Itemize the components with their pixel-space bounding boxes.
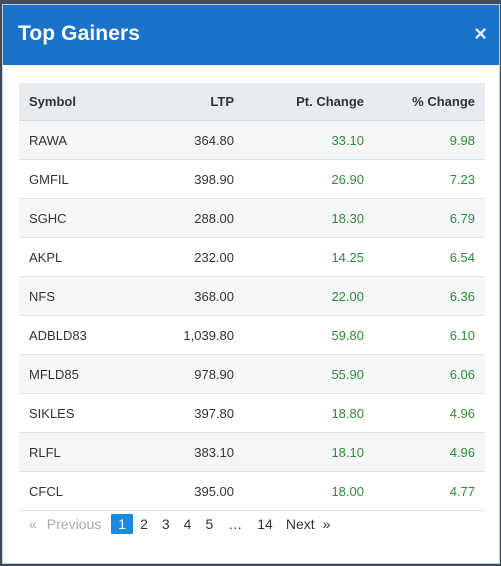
page-14-button[interactable]: 14 bbox=[257, 516, 273, 532]
table-row[interactable]: RAWA 364.80 33.10 9.98 bbox=[19, 120, 485, 160]
next-arrow-icon: » bbox=[322, 516, 331, 532]
page-4-button[interactable]: 4 bbox=[183, 516, 192, 532]
page-5-button[interactable]: 5 bbox=[205, 516, 214, 532]
cell-symbol[interactable]: RAWA bbox=[19, 120, 129, 160]
cell-pct-change: 6.36 bbox=[374, 276, 485, 316]
previous-arrow-icon: « bbox=[29, 516, 37, 532]
cell-pt-change: 18.00 bbox=[244, 471, 374, 511]
table-row[interactable]: AKPL 232.00 14.25 6.54 bbox=[19, 237, 485, 277]
cell-pt-change: 14.25 bbox=[244, 237, 374, 277]
table-row[interactable]: RLFL 383.10 18.10 4.96 bbox=[19, 432, 485, 472]
cell-symbol[interactable]: ADBLD83 bbox=[19, 315, 129, 355]
table-row[interactable]: NFS 368.00 22.00 6.36 bbox=[19, 276, 485, 316]
cell-pt-change: 18.30 bbox=[244, 198, 374, 238]
cell-symbol[interactable]: RLFL bbox=[19, 432, 129, 472]
previous-page-button[interactable]: Previous bbox=[46, 516, 102, 532]
cell-ltp: 364.80 bbox=[129, 120, 244, 160]
cell-ltp: 232.00 bbox=[129, 237, 244, 277]
table-row[interactable]: SIKLES 397.80 18.80 4.96 bbox=[19, 393, 485, 433]
cell-ltp: 383.10 bbox=[129, 432, 244, 472]
table-row[interactable]: GMFIL 398.90 26.90 7.23 bbox=[19, 159, 485, 199]
cell-symbol[interactable]: MFLD85 bbox=[19, 354, 129, 394]
table-row[interactable]: CFCL 395.00 18.00 4.77 bbox=[19, 471, 485, 511]
cell-symbol[interactable]: NFS bbox=[19, 276, 129, 316]
cell-ltp: 288.00 bbox=[129, 198, 244, 238]
cell-symbol[interactable]: CFCL bbox=[19, 471, 129, 511]
top-gainers-modal: Top Gainers × Symbol LTP Pt. Change % Ch… bbox=[2, 4, 500, 564]
cell-symbol[interactable]: SGHC bbox=[19, 198, 129, 238]
cell-pt-change: 18.10 bbox=[244, 432, 374, 472]
gainers-table: Symbol LTP Pt. Change % Change RAWA 364.8… bbox=[19, 83, 485, 511]
cell-symbol[interactable]: AKPL bbox=[19, 237, 129, 277]
column-header-ltp[interactable]: LTP bbox=[129, 83, 244, 121]
cell-pct-change: 6.79 bbox=[374, 198, 485, 238]
table-header-row: Symbol LTP Pt. Change % Change bbox=[19, 83, 485, 121]
cell-ltp: 368.00 bbox=[129, 276, 244, 316]
gainers-table-container: Symbol LTP Pt. Change % Change RAWA 364.8… bbox=[19, 83, 485, 511]
cell-pt-change: 18.80 bbox=[244, 393, 374, 433]
pagination: « Previous 1 2 3 4 5 … 14 Next » bbox=[29, 513, 330, 535]
column-header-symbol[interactable]: Symbol bbox=[19, 83, 129, 121]
page-1-button[interactable]: 1 bbox=[111, 514, 134, 534]
table-row[interactable]: ADBLD83 1,039.80 59.80 6.10 bbox=[19, 315, 485, 355]
cell-pct-change: 4.77 bbox=[374, 471, 485, 511]
cell-pct-change: 6.54 bbox=[374, 237, 485, 277]
cell-symbol[interactable]: SIKLES bbox=[19, 393, 129, 433]
cell-pt-change: 22.00 bbox=[244, 276, 374, 316]
cell-pt-change: 33.10 bbox=[244, 120, 374, 160]
cell-pct-change: 4.96 bbox=[374, 432, 485, 472]
cell-pt-change: 55.90 bbox=[244, 354, 374, 394]
cell-pct-change: 6.06 bbox=[374, 354, 485, 394]
pagination-ellipsis: … bbox=[228, 516, 243, 532]
table-row[interactable]: MFLD85 978.90 55.90 6.06 bbox=[19, 354, 485, 394]
cell-pct-change: 6.10 bbox=[374, 315, 485, 355]
cell-ltp: 395.00 bbox=[129, 471, 244, 511]
cell-pct-change: 9.98 bbox=[374, 120, 485, 160]
table-row[interactable]: SGHC 288.00 18.30 6.79 bbox=[19, 198, 485, 238]
page-3-button[interactable]: 3 bbox=[161, 516, 170, 532]
close-icon[interactable]: × bbox=[474, 21, 487, 46]
cell-ltp: 978.90 bbox=[129, 354, 244, 394]
cell-ltp: 1,039.80 bbox=[129, 315, 244, 355]
cell-pt-change: 59.80 bbox=[244, 315, 374, 355]
cell-pct-change: 7.23 bbox=[374, 159, 485, 199]
cell-ltp: 398.90 bbox=[129, 159, 244, 199]
next-page-button[interactable]: Next bbox=[285, 516, 315, 532]
modal-title: Top Gainers bbox=[18, 22, 141, 45]
cell-ltp: 397.80 bbox=[129, 393, 244, 433]
modal-header: Top Gainers × bbox=[3, 5, 499, 65]
column-header-pct-change[interactable]: % Change bbox=[374, 83, 485, 121]
page-2-button[interactable]: 2 bbox=[140, 516, 148, 532]
column-header-pt-change[interactable]: Pt. Change bbox=[244, 83, 374, 121]
cell-pct-change: 4.96 bbox=[374, 393, 485, 433]
cell-pt-change: 26.90 bbox=[244, 159, 374, 199]
cell-symbol[interactable]: GMFIL bbox=[19, 159, 129, 199]
